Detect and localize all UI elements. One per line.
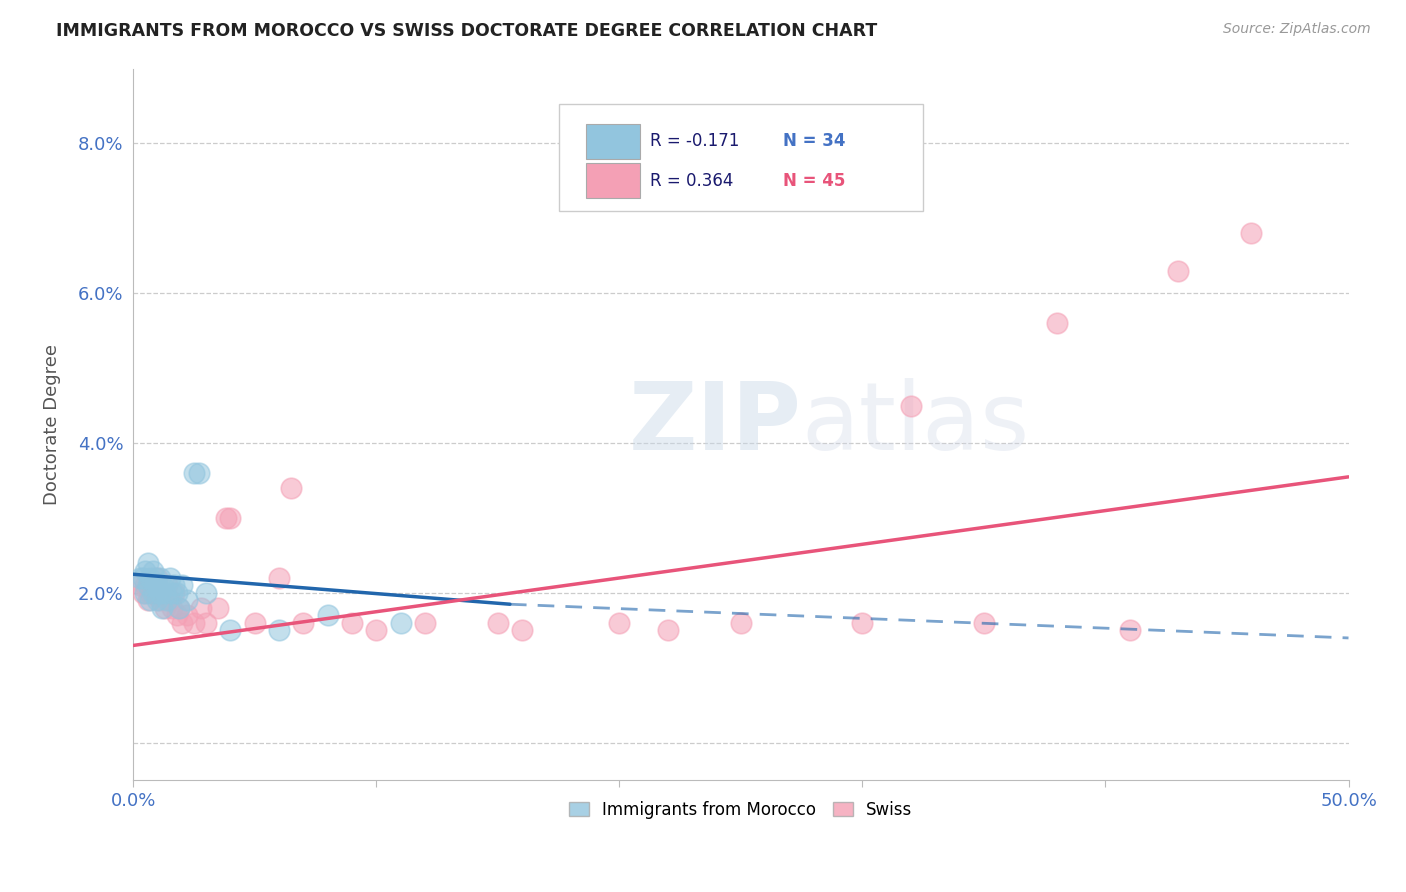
Point [159, 593, 181, 607]
Point [143, 586, 166, 600]
Point [143, 578, 166, 592]
Point [243, 615, 266, 630]
Point [195, 615, 218, 630]
Point [139, 578, 162, 592]
FancyBboxPatch shape [586, 124, 640, 159]
Point [1046, 316, 1069, 330]
Point [136, 593, 159, 607]
Point [149, 571, 172, 585]
Point [195, 586, 218, 600]
Point [139, 586, 162, 600]
Point [142, 564, 165, 578]
Point [183, 466, 205, 480]
Point [510, 624, 533, 638]
Text: ZIP: ZIP [628, 378, 801, 470]
Point [280, 481, 302, 495]
Point [413, 615, 436, 630]
Point [160, 601, 183, 615]
Point [142, 578, 165, 592]
Text: Source: ZipAtlas.com: Source: ZipAtlas.com [1223, 22, 1371, 37]
Point [657, 624, 679, 638]
Point [219, 511, 242, 525]
Point [1119, 624, 1142, 638]
Point [134, 578, 156, 592]
Point [187, 466, 209, 480]
Point [214, 511, 236, 525]
Text: atlas: atlas [801, 378, 1029, 470]
Text: R = -0.171: R = -0.171 [650, 132, 740, 150]
Point [166, 586, 188, 600]
FancyBboxPatch shape [558, 104, 924, 211]
Point [316, 608, 339, 623]
Point [153, 586, 176, 600]
Point [176, 593, 198, 607]
Point [136, 578, 159, 592]
Point [139, 571, 162, 585]
Point [292, 615, 315, 630]
Point [486, 615, 509, 630]
Point [134, 564, 156, 578]
Point [139, 593, 162, 607]
Point [340, 615, 363, 630]
Point [973, 615, 995, 630]
Point [149, 593, 172, 607]
Point [170, 615, 193, 630]
Point [207, 601, 229, 615]
Point [153, 601, 176, 615]
Point [900, 399, 922, 413]
Point [150, 601, 173, 615]
Point [156, 593, 179, 607]
Point [166, 608, 188, 623]
Point [156, 578, 179, 592]
Point [150, 578, 173, 592]
Point [146, 593, 169, 607]
Text: IMMIGRANTS FROM MOROCCO VS SWISS DOCTORATE DEGREE CORRELATION CHART: IMMIGRANTS FROM MOROCCO VS SWISS DOCTORA… [56, 22, 877, 40]
Point [1167, 264, 1189, 278]
Point [132, 571, 155, 585]
Y-axis label: Doctorate Degree: Doctorate Degree [44, 344, 60, 505]
Point [183, 615, 205, 630]
Point [136, 556, 159, 570]
Point [1240, 227, 1263, 241]
Point [169, 601, 191, 615]
Point [129, 571, 152, 585]
Point [851, 615, 873, 630]
Point [607, 615, 630, 630]
Point [219, 624, 242, 638]
Text: R = 0.364: R = 0.364 [650, 172, 733, 190]
Point [169, 601, 191, 615]
Point [134, 586, 156, 600]
Text: N = 34: N = 34 [783, 132, 846, 150]
Text: N = 45: N = 45 [783, 172, 846, 190]
Point [366, 624, 388, 638]
Point [389, 615, 412, 630]
Point [129, 578, 152, 592]
Point [160, 586, 183, 600]
Point [146, 578, 169, 592]
Point [150, 586, 173, 600]
Point [190, 601, 212, 615]
Point [142, 586, 165, 600]
Point [159, 571, 181, 585]
Point [267, 624, 290, 638]
Point [267, 571, 290, 585]
Point [149, 586, 172, 600]
Point [163, 578, 186, 592]
Point [176, 608, 198, 623]
Point [146, 571, 169, 585]
FancyBboxPatch shape [586, 163, 640, 198]
Point [170, 578, 193, 592]
Point [132, 586, 155, 600]
Point [163, 586, 186, 600]
Legend: Immigrants from Morocco, Swiss: Immigrants from Morocco, Swiss [562, 794, 920, 825]
Point [143, 571, 166, 585]
Point [730, 615, 752, 630]
